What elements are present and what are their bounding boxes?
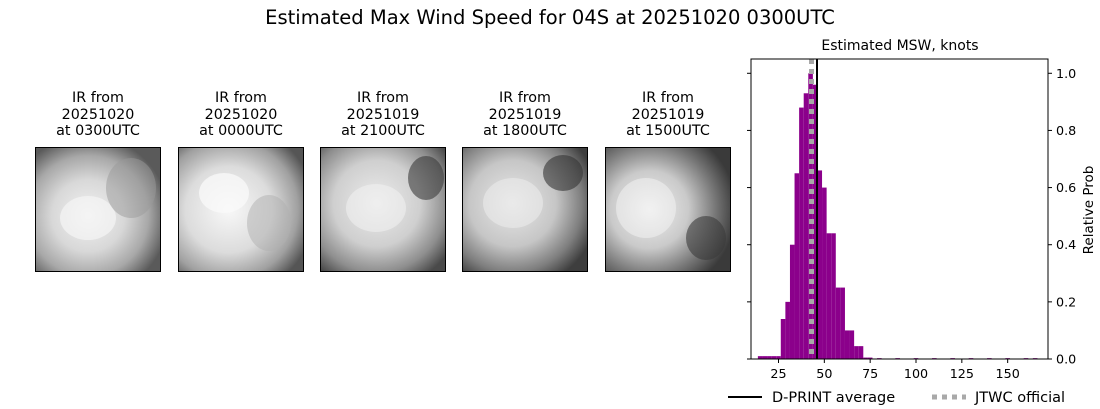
ir-title-time: at 0000UTC bbox=[199, 123, 283, 139]
ir-title-line: IR from bbox=[642, 90, 694, 106]
histogram-bar-11 bbox=[808, 73, 813, 360]
ir-title-line: IR from bbox=[357, 90, 409, 106]
x-tick-label: 125 bbox=[950, 366, 974, 381]
histogram-bar-23 bbox=[863, 357, 868, 359]
histogram-bar-3 bbox=[771, 356, 777, 359]
ir-panel-title: IR from 20251019 at 2100UTC bbox=[300, 90, 466, 140]
plot-frame bbox=[750, 58, 1049, 360]
histogram-bar-2 bbox=[767, 356, 772, 359]
histogram-bar-15 bbox=[826, 233, 832, 359]
ir-title-time: at 1800UTC bbox=[483, 123, 567, 139]
y-tick-label: 0.6 bbox=[1056, 180, 1076, 195]
ir-title-date: 20251020 bbox=[61, 106, 135, 123]
x-tick-label: 50 bbox=[816, 366, 832, 381]
histogram-bar-21 bbox=[854, 346, 859, 359]
chart-legend: D-PRINT average JTWC official bbox=[728, 390, 1065, 406]
histogram-bar-6 bbox=[785, 301, 790, 359]
histogram-bar-18 bbox=[840, 287, 845, 359]
y-tick-label: 0.8 bbox=[1056, 123, 1076, 138]
ir-satellite-image bbox=[462, 147, 588, 272]
ir-satellite-image bbox=[35, 147, 161, 272]
histogram-bar-16 bbox=[831, 233, 836, 359]
ir-title-date: 20251019 bbox=[346, 106, 420, 123]
histogram-bar-10 bbox=[803, 93, 809, 360]
ir-panel-title: IR from 20251019 at 1500UTC bbox=[585, 90, 751, 140]
ir-satellite-image bbox=[320, 147, 446, 272]
y-tick-label: 0.0 bbox=[1056, 352, 1076, 367]
x-tick-label: 25 bbox=[770, 366, 786, 381]
ir-title-line: IR from bbox=[215, 90, 267, 106]
chart-title: Estimated MSW, knots bbox=[821, 38, 978, 54]
ir-title-time: at 2100UTC bbox=[341, 123, 425, 139]
histogram-bar-17 bbox=[835, 287, 841, 359]
legend-label-dprint: D-PRINT average bbox=[772, 390, 895, 406]
histogram-bar-8 bbox=[794, 173, 800, 359]
x-tick-label: 75 bbox=[862, 366, 878, 381]
x-tick-label: 100 bbox=[904, 366, 928, 381]
ir-title-time: at 1500UTC bbox=[626, 123, 710, 139]
y-tick-label: 1.0 bbox=[1056, 66, 1076, 81]
ir-title-time: at 0300UTC bbox=[56, 123, 140, 139]
y-axis-label: Relative Prob bbox=[1081, 166, 1097, 255]
ir-satellite-image bbox=[605, 147, 731, 272]
histogram-bar-4 bbox=[776, 356, 781, 359]
histogram-bar-12 bbox=[812, 84, 818, 359]
y-tick-label: 0.4 bbox=[1056, 237, 1076, 252]
ir-title-date: 20251019 bbox=[631, 106, 705, 123]
ir-panel-title: IR from 20251019 at 1800UTC bbox=[442, 90, 608, 140]
histogram-bar-19 bbox=[844, 330, 850, 359]
histogram-bar-13 bbox=[817, 170, 823, 359]
histogram-bar-0 bbox=[757, 356, 763, 359]
histogram-bar-24 bbox=[867, 357, 873, 359]
histogram-bar-20 bbox=[849, 330, 855, 359]
histogram-bar-9 bbox=[799, 107, 804, 359]
histogram-bar-5 bbox=[780, 319, 786, 359]
histogram-bar-22 bbox=[858, 346, 864, 359]
suptitle: Estimated Max Wind Speed for 04S at 2025… bbox=[265, 6, 835, 29]
y-tick-label: 0.2 bbox=[1056, 294, 1076, 309]
ir-satellite-image bbox=[178, 147, 304, 272]
histogram-bar-1 bbox=[762, 356, 768, 359]
ir-title-line: IR from bbox=[72, 90, 124, 106]
legend-label-jtwc: JTWC official bbox=[974, 390, 1065, 406]
ir-panel-title: IR from 20251020 at 0300UTC bbox=[15, 90, 181, 140]
ir-title-line: IR from bbox=[499, 90, 551, 106]
histogram-bar-14 bbox=[822, 187, 827, 359]
x-tick-label: 150 bbox=[996, 366, 1020, 381]
ir-title-date: 20251019 bbox=[488, 106, 562, 123]
ir-panel-title: IR from 20251020 at 0000UTC bbox=[158, 90, 324, 140]
ir-title-date: 20251020 bbox=[204, 106, 278, 123]
histogram-bar-7 bbox=[789, 244, 795, 359]
